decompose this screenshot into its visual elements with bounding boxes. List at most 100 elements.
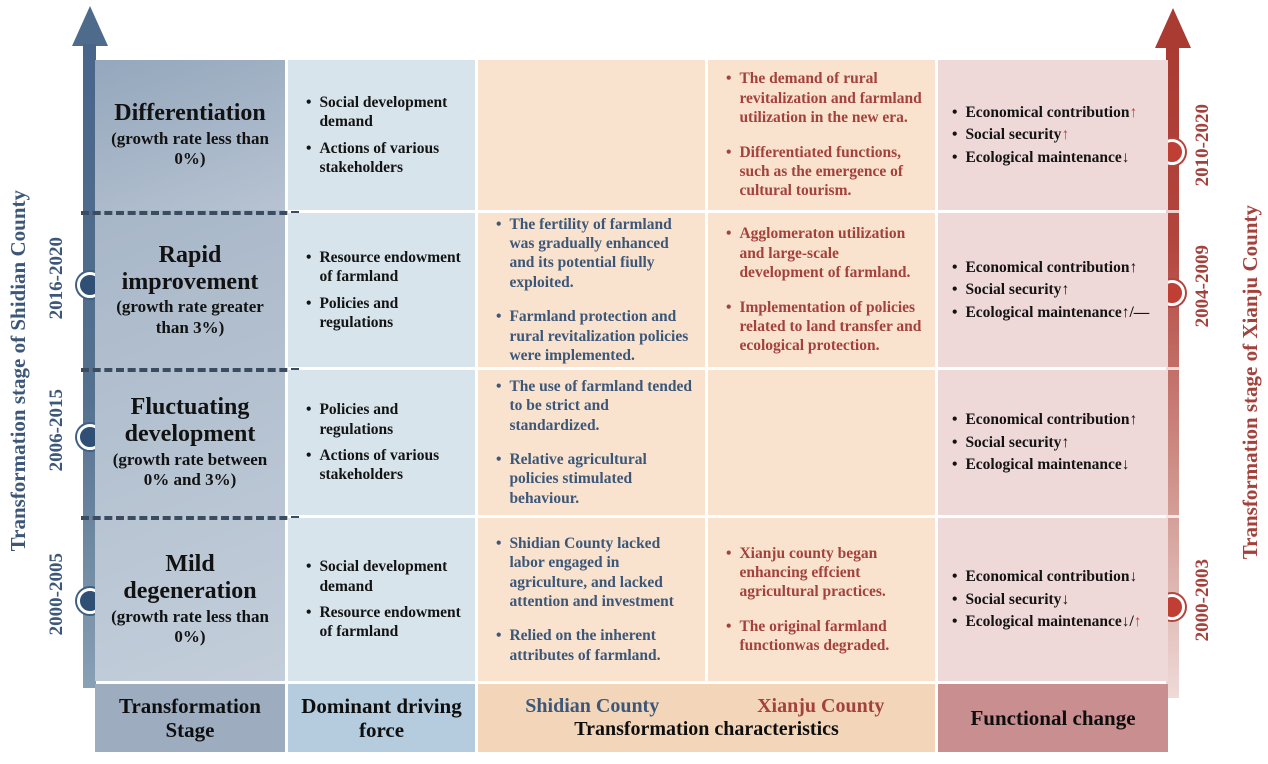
bullet-dot-icon: •: [306, 139, 312, 157]
cell-driving-force-row4: • Social development demand • Resource endo…: [288, 518, 475, 681]
trend-arrow-icon: ↑: [1061, 281, 1070, 299]
trend-arrow-icon: ↑: [1129, 258, 1138, 276]
stage-note: (growth rate greater than 3%): [116, 297, 264, 337]
bullet-dot-icon: •: [496, 451, 502, 468]
bullet-list: • Xianju county began enhancing effcient …: [708, 540, 935, 660]
bullet-dot-icon: •: [952, 411, 958, 429]
bullet-list: • The fertility of farmland was gradually…: [478, 211, 705, 370]
trend-arrow-icon: ↑: [1133, 613, 1142, 631]
bullet-dot-icon: •: [496, 534, 502, 552]
trend-arrow-icon: ↓: [1129, 568, 1138, 586]
bullet-text: Ecological maintenance↓: [965, 456, 1130, 474]
bullet-dot-icon: •: [952, 126, 958, 144]
cell-xianju-row3: [708, 370, 935, 515]
bullet-dot-icon: •: [306, 248, 312, 266]
bullet-item: • Economical contribution↑: [952, 410, 1164, 429]
axis-tick: [1166, 367, 1179, 370]
stage-divider-dashed: [81, 211, 299, 215]
bullet-dot-icon: •: [306, 93, 312, 111]
cell-shidian-row2: • The fertility of farmland was gradually…: [478, 213, 705, 367]
bullet-dot-icon: •: [306, 294, 312, 312]
bullet-dot-icon: •: [306, 401, 312, 419]
bullet-text: The use of farmland tended to be strict …: [509, 377, 693, 434]
bullet-text: Policies and regulations: [319, 401, 399, 438]
column-transformation-stage: Differentiation (growth rate less than 0…: [81, 60, 299, 681]
bullet-dot-icon: •: [726, 544, 732, 562]
bullet-text: Relied on the inherent attributes of far…: [509, 627, 661, 664]
bullet-text: The demand of rural revitalization and f…: [739, 70, 922, 127]
bullet-item: • Policies and regulations: [306, 400, 467, 439]
bullet-item: • Ecological maintenance↑/—: [952, 303, 1164, 322]
bullet-item: • Social development demand: [306, 557, 467, 596]
bullet-dot-icon: •: [726, 298, 732, 316]
bullet-item: • Ecological maintenance↓: [952, 148, 1164, 167]
stage-note: (growth rate between 0% and 3%): [112, 449, 268, 490]
trend-arrow-icon: ↑: [1121, 303, 1130, 321]
bullet-list: • Economical contribution↑ • Social securit…: [938, 99, 1168, 171]
header-transformation-stage: Transformation Stage: [95, 684, 285, 752]
cell-functional-row4: • Economical contribution↓ • Social securit…: [938, 518, 1168, 681]
cell-driving-force-row2: • Resource endowment of farmland • Policies…: [288, 213, 475, 367]
trend-arrow-icon: /—: [1129, 303, 1150, 321]
bullet-text: Shidian County lacked labor engaged in a…: [509, 534, 674, 610]
left-axis-title: Transformation stage of Shidian County: [6, 190, 30, 552]
axis-tick: [1166, 515, 1179, 518]
left-axis-line: [83, 44, 96, 688]
trend-arrow-icon: ↑: [1061, 433, 1070, 451]
bullet-text: Actions of various stakeholders: [319, 447, 440, 484]
left-axis-year-2000-2005: 2000-2005: [46, 553, 67, 636]
bullet-item: • Relative agricultural policies stimulat…: [496, 450, 697, 508]
bullet-text: Social security↑: [965, 281, 1070, 299]
right-axis-year-2010-2020: 2010-2020: [1192, 104, 1213, 187]
stage-title: Rapid improvement: [121, 241, 259, 295]
bullet-dot-icon: •: [952, 103, 958, 121]
bullet-item: • Actions of various stakeholders: [306, 446, 467, 485]
bullet-dot-icon: •: [952, 281, 958, 299]
bullet-item: • Social security↑: [952, 280, 1164, 299]
right-axis-line: [1166, 46, 1179, 698]
bullet-dot-icon: •: [952, 148, 958, 166]
trend-arrow-icon: ↓: [1121, 148, 1130, 166]
bullet-text: Farmland protection and rural revitaliza…: [509, 308, 689, 364]
bullet-item: • Xianju county began enhancing effcient …: [726, 544, 927, 602]
bullet-item: • Social security↑: [952, 433, 1164, 452]
bullet-item: • Social security↓: [952, 590, 1164, 609]
bullet-item: • The original farmland functionwas degra…: [726, 617, 927, 656]
header-characteristics-label: Transformation characteristics: [574, 718, 839, 740]
bullet-list: • Economical contribution↑ • Social securit…: [938, 406, 1168, 478]
bullet-item: • The demand of rural revitalization and …: [726, 69, 927, 127]
bullet-dot-icon: •: [306, 604, 312, 621]
bullet-item: • Economical contribution↑: [952, 258, 1164, 277]
bullet-item: • Resource endowment of farmland: [306, 248, 467, 287]
header-transformation-characteristics: Shidian County Xianju County Transformat…: [478, 684, 935, 752]
stage-title: Differentiation: [114, 100, 266, 127]
bullet-item: • Actions of various stakeholders: [306, 139, 467, 178]
bullet-item: • Policies and regulations: [306, 294, 467, 333]
trend-arrow-icon: ↓: [1121, 456, 1130, 474]
bullet-item: • Resource endowment of farmland: [306, 603, 467, 642]
bullet-item: • The use of farmland tended to be strict…: [496, 377, 697, 435]
stage-cell-differentiation: Differentiation (growth rate less than 0…: [95, 60, 285, 210]
bullet-text: Economical contribution↑: [965, 103, 1138, 121]
bullet-dot-icon: •: [952, 433, 958, 451]
right-axis-arrow-icon: [1155, 8, 1191, 48]
bullet-list: • The demand of rural revitalization and …: [708, 65, 935, 204]
bullet-item: • Ecological maintenance↓/↑: [952, 612, 1164, 631]
header-xianju-county: Xianju County: [757, 695, 885, 717]
bullet-list: • Resource endowment of farmland • Policies…: [288, 244, 475, 337]
bullet-dot-icon: •: [952, 258, 958, 276]
bullet-dot-icon: •: [952, 303, 958, 321]
bullet-list: • Policies and regulations • Actions of var…: [288, 396, 475, 489]
header-dominant-driving-force: Dominant driving force: [288, 684, 475, 752]
cell-driving-force-row3: • Policies and regulations • Actions of var…: [288, 370, 475, 515]
bullet-text: Xianju county began enhancing effcient a…: [739, 544, 886, 601]
bullet-list: • Shidian County lacked labor engaged in …: [478, 530, 705, 669]
bullet-dot-icon: •: [496, 627, 502, 645]
header-functional-change: Functional change: [938, 684, 1168, 752]
bullet-item: • Implementation of policies related to l…: [726, 298, 927, 356]
bullet-text: Ecological maintenance↓/↑: [965, 613, 1142, 631]
bullet-dot-icon: •: [726, 225, 732, 243]
stage-title: Mild degeneration: [123, 551, 257, 605]
bullet-list: • The use of farmland tended to be strict…: [478, 373, 705, 512]
bullet-list: • Social development demand • Resource endo…: [288, 553, 475, 646]
